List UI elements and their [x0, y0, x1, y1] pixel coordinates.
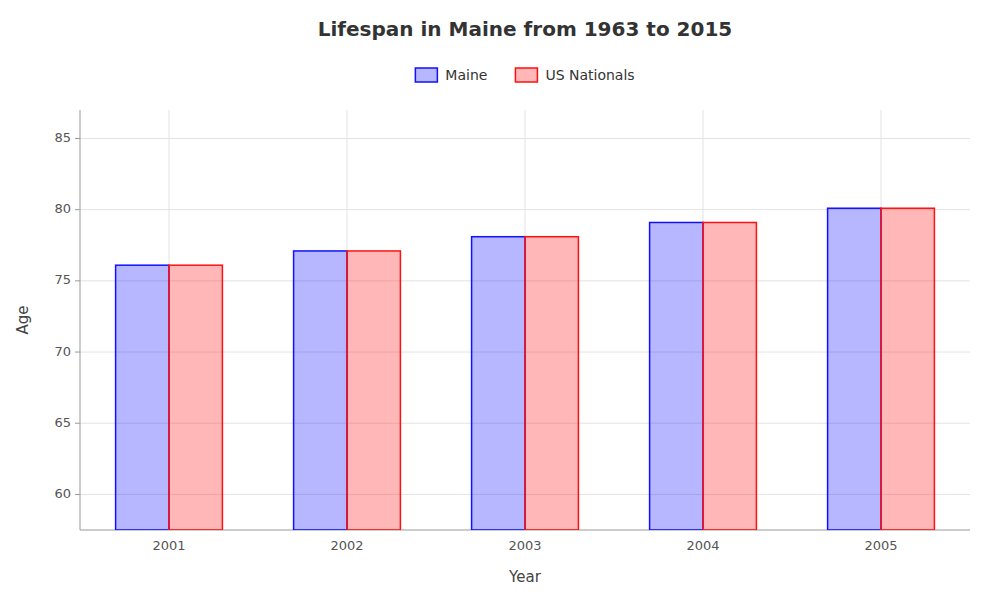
y-tick: [75, 209, 80, 210]
bar: [116, 265, 169, 530]
legend: Maine US Nationals: [415, 67, 634, 83]
bar: [650, 222, 703, 530]
x-axis: 2001 2002 2003 2004 2005: [152, 538, 897, 553]
y-axis: 60 65 70 75 80 85: [54, 130, 80, 501]
legend-item: Maine: [415, 67, 487, 83]
y-tick: [75, 494, 80, 495]
bar: [294, 251, 347, 530]
legend-label: Maine: [445, 67, 487, 83]
grid: [80, 110, 970, 530]
x-tick-label: 2004: [686, 538, 719, 553]
y-tick-label: 75: [54, 272, 71, 287]
title: Lifespan in Maine from 1963 to 2015: [318, 17, 733, 41]
bar: [472, 237, 525, 530]
y-tick-label: 70: [54, 344, 71, 359]
legend-swatch: [415, 68, 437, 82]
y-axis-line: [80, 110, 81, 530]
x-tick-label: 2001: [152, 538, 185, 553]
y-tick: [75, 138, 80, 139]
y-axis-label: Age: [14, 305, 32, 334]
y-tick-label: 60: [54, 486, 71, 501]
chart: 60 65 70 75 80 85 2001 2002 2003 2004 2005 Lifespan…: [0, 0, 1000, 600]
x-tick-label: 2005: [864, 538, 897, 553]
legend-label: US Nationals: [545, 67, 634, 83]
bar: [525, 237, 578, 530]
bars: [116, 208, 935, 530]
bar: [347, 251, 400, 530]
y-tick-label: 65: [54, 415, 71, 430]
chart-container: 60 65 70 75 80 85 2001 2002 2003 2004 2005 Lifespan…: [0, 0, 1000, 600]
y-tick-label: 80: [54, 201, 71, 216]
legend-item: US Nationals: [515, 67, 634, 83]
bar: [881, 208, 934, 530]
bar: [169, 265, 222, 530]
y-tick: [75, 423, 80, 424]
bar: [703, 222, 756, 530]
legend-swatch: [515, 68, 537, 82]
x-tick-label: 2002: [330, 538, 363, 553]
x-axis-label: Year: [508, 568, 542, 586]
y-tick: [75, 280, 80, 281]
y-tick-label: 85: [54, 130, 71, 145]
y-tick: [75, 352, 80, 353]
x-tick-label: 2003: [508, 538, 541, 553]
bar: [828, 208, 881, 530]
